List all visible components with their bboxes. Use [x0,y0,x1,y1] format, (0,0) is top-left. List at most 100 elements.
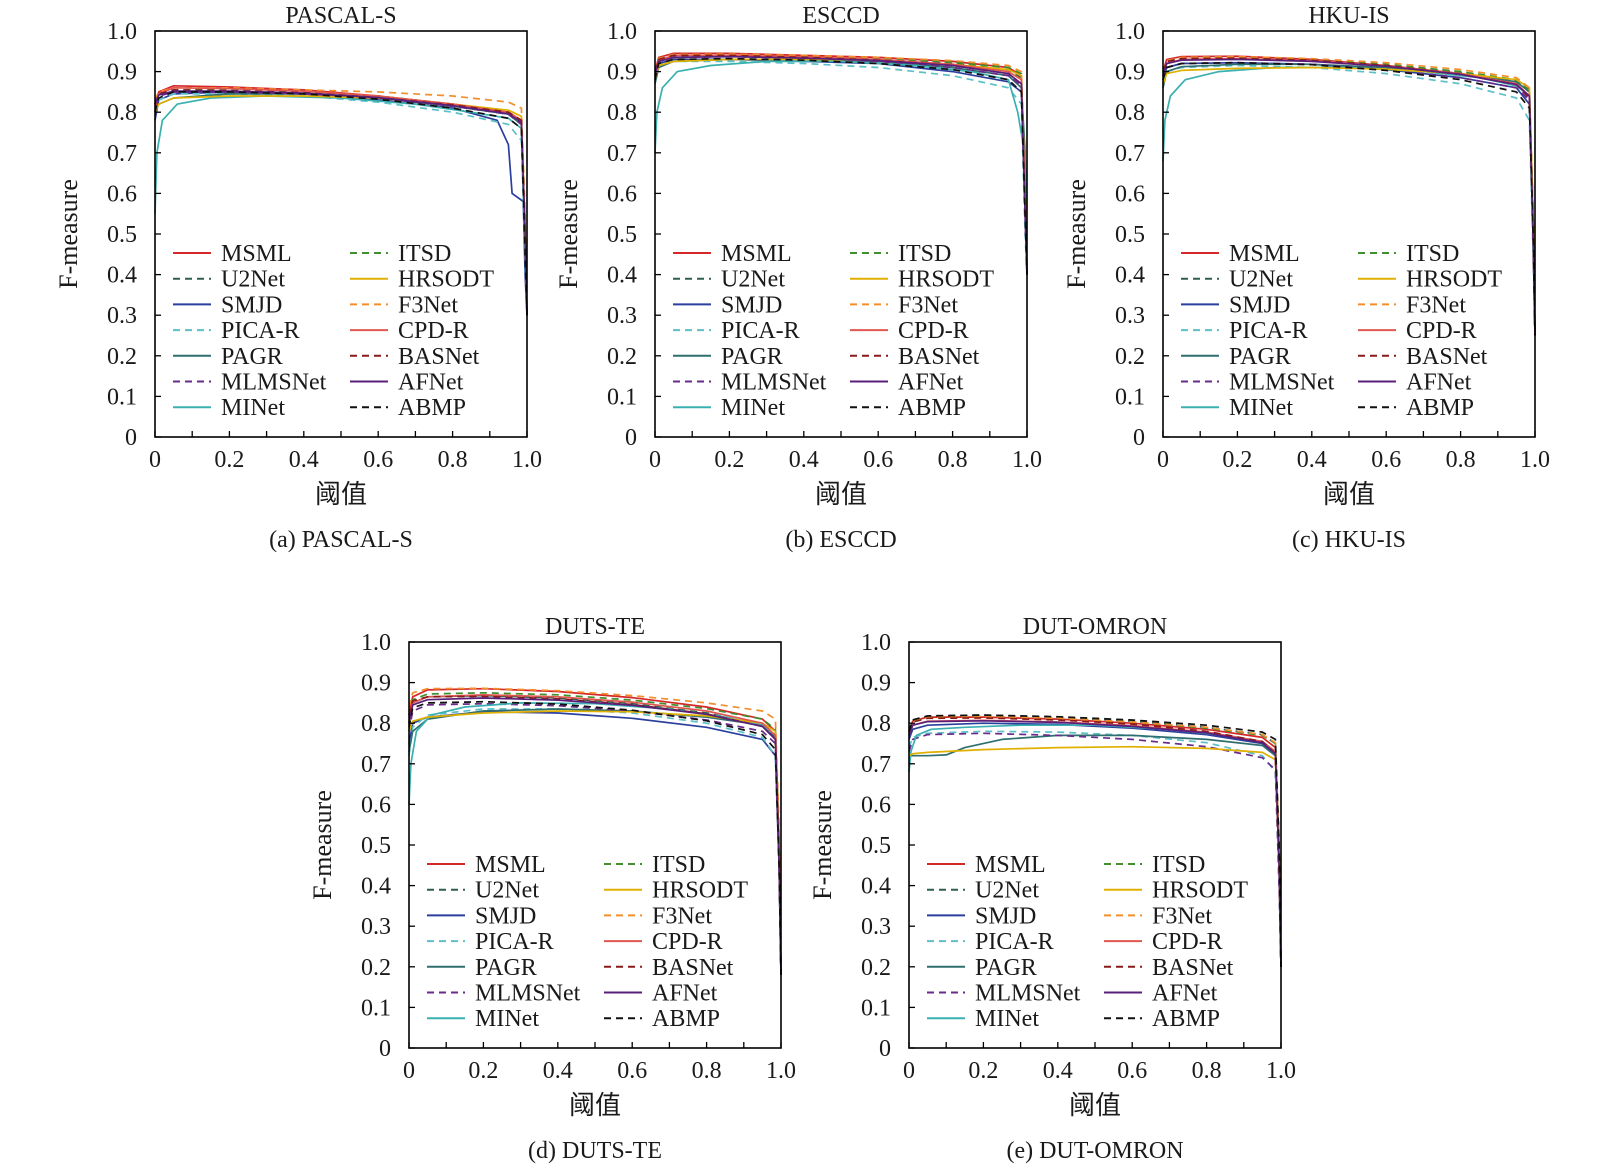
x-tick-label: 0.8 [692,1058,722,1084]
series-line-mlmsnet [1162,61,1536,336]
legend-label: HRSODT [898,267,994,293]
y-tick-label: 0.7 [607,141,637,167]
legend-label: BASNet [898,344,980,370]
y-tick-label: 0.9 [107,60,137,86]
series-line-pagr [654,58,1028,275]
x-tick-label: 0.4 [1043,1058,1073,1084]
y-tick-label: 0.4 [107,263,137,289]
legend-label: ITSD [1152,852,1205,878]
legend-label: F3Net [652,903,712,929]
legend-label: AFNet [652,981,718,1007]
series-line-abmp [154,91,528,316]
y-tick-label: 0.3 [361,914,391,940]
legend-label: BASNet [652,955,734,981]
y-tick-label: 0.8 [361,711,391,737]
legend-label: MINet [1229,395,1293,421]
legend-label: SMJD [975,903,1036,929]
legend-label: U2Net [1229,267,1293,293]
legend-label: PICA-R [1229,318,1308,344]
legend-label: HRSODT [652,878,748,904]
legend-label: U2Net [221,267,285,293]
legend-label: MLMSNet [475,981,581,1007]
panel-caption: (c) HKU-IS [1292,527,1406,553]
y-tick-label: 0.3 [107,303,137,329]
series-line-basnet [908,717,1282,967]
panel-caption: (b) ESCCD [785,527,896,553]
y-tick-label: 0.4 [1115,263,1145,289]
series-line-afnet [1162,58,1536,336]
chart-title: DUTS-TE [545,614,645,640]
x-axis-label: 阈值 [315,480,367,509]
legend-label: ITSD [652,852,705,878]
series-line-smjd [408,710,782,975]
y-tick-label: 0.2 [361,955,391,981]
series-line-pica-r [408,708,782,975]
series-line-itsd [908,715,1282,967]
legend-label: MLMSNet [221,370,327,396]
series-line-cpd-r [654,54,1028,275]
y-tick-label: 0.1 [861,995,891,1021]
legend-label: AFNet [1152,981,1218,1007]
series-line-itsd [408,691,782,975]
series-lines [408,687,782,975]
chart-title: HKU-IS [1308,3,1389,29]
legend-label: ITSD [1406,241,1459,267]
y-tick-label: 0.5 [1115,222,1145,248]
x-tick-label: 0.2 [968,1058,998,1084]
series-line-afnet [654,55,1028,275]
series-line-basnet [654,54,1028,275]
legend-label: U2Net [721,267,785,293]
legend-label: AFNet [1406,370,1472,396]
y-tick-label: 0.3 [861,914,891,940]
legend-label: F3Net [1152,903,1212,929]
legend-label: BASNet [1406,344,1488,370]
y-tick-label: 0.9 [861,671,891,697]
plot-frame [654,30,1028,438]
series-line-abmp [408,700,782,975]
y-tick-label: 0.1 [1115,384,1145,410]
legend-label: SMJD [221,292,282,318]
y-tick-label: 0.4 [861,874,891,900]
series-lines [154,84,528,316]
series-line-minet [408,702,782,975]
series-line-minet [654,60,1028,275]
y-tick-label: 0.8 [107,100,137,126]
series-line-afnet [408,697,782,975]
legend-label: HRSODT [1406,267,1502,293]
x-tick-label: 0 [1157,447,1169,473]
legend-label: SMJD [475,903,536,929]
series-line-u2net [654,54,1028,275]
x-axis-label: 阈值 [1323,480,1375,509]
panel-caption: (e) DUT-OMRON [1006,1138,1183,1164]
series-line-msml [1162,55,1536,336]
y-tick-label: 0.9 [607,60,637,86]
x-axis-label: 阈值 [569,1091,621,1120]
series-line-f3net [408,687,782,975]
chart-title: PASCAL-S [285,3,396,29]
series-line-pagr [909,734,1282,967]
legend-label: U2Net [975,878,1039,904]
legend-label: SMJD [721,292,782,318]
legend-label: ITSD [898,241,951,267]
x-tick-label: 0.4 [789,447,819,473]
x-tick-label: 0.4 [1297,447,1327,473]
series-line-mlmsnet [408,702,782,975]
series-line-afnet [908,719,1282,967]
y-tick-label: 0.5 [107,222,137,248]
y-tick-label: 0.5 [861,833,891,859]
series-line-basnet [1162,57,1536,336]
y-tick-label: 1.0 [861,630,891,656]
x-tick-label: 0 [649,447,661,473]
series-line-u2net [908,714,1282,967]
series-line-f3net [1162,55,1536,336]
x-axis-label: 阈值 [1069,1091,1121,1120]
legend-label: MSML [475,852,546,878]
y-tick-label: 0.5 [361,833,391,859]
legend-label: PICA-R [475,929,554,955]
series-line-mlmsnet [654,55,1028,275]
legend-label: F3Net [1406,292,1466,318]
y-tick-label: 0.1 [361,995,391,1021]
